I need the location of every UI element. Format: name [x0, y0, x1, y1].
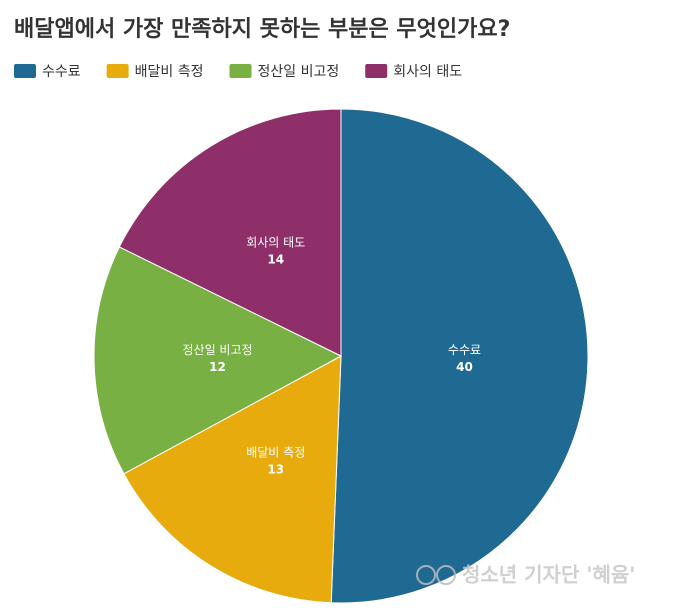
slice-value: 12: [209, 360, 226, 374]
watermark-icon: [436, 565, 456, 585]
pie-slice: [118, 108, 342, 357]
legend-label: 수수료: [42, 64, 81, 80]
legend-label: 배달비 측정: [135, 64, 204, 80]
watermark-text: 청소년 기자단 '혜윰': [462, 563, 635, 587]
slice-label: 수수료: [448, 343, 481, 357]
legend: 수수료 배달비 측정 정산일 비고정 회사의 태도: [14, 64, 462, 80]
slice-value: 13: [267, 462, 284, 476]
legend-label: 회사의 태도: [393, 64, 462, 80]
pie: 수수료 40 배달비 측정 13 정산일 비고정 12 회사의 태도 14: [93, 108, 589, 604]
pie-slice: [93, 246, 343, 475]
slice-label: 회사의 태도: [246, 236, 305, 250]
slice-label: 정산일 비고정: [182, 343, 252, 357]
watermark: 청소년 기자단 '혜윰': [416, 563, 635, 587]
legend-swatch: [14, 64, 36, 78]
pie-slice: [330, 108, 589, 604]
pie-slice: [123, 355, 342, 604]
legend-swatch: [229, 64, 252, 78]
slice-label: 배달비 측정: [246, 445, 305, 459]
legend-swatch: [106, 64, 129, 78]
legend-swatch: [365, 64, 388, 78]
chart-title: 배달앱에서 가장 만족하지 못하는 부분은 무엇인가요?: [14, 17, 510, 42]
slice-value: 40: [456, 360, 473, 374]
watermark-icon: [416, 565, 436, 585]
legend-label: 정산일 비고정: [258, 64, 340, 80]
slice-value: 14: [267, 253, 284, 267]
